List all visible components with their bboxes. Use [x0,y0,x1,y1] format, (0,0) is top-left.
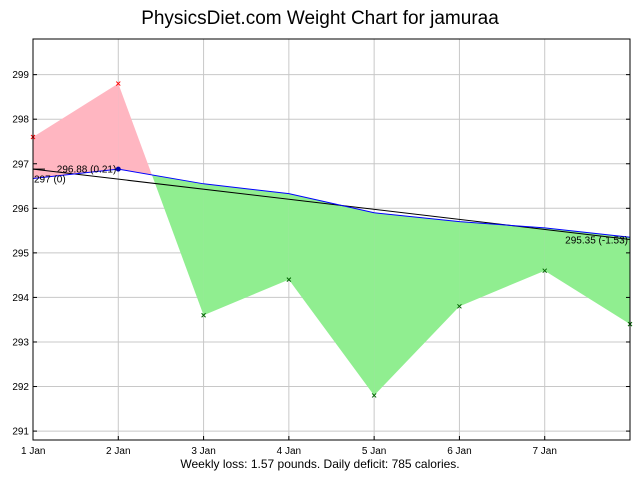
y-tick-label: 293 [12,337,29,348]
y-tick-label: 295 [12,248,29,259]
x-tick-label: 7 Jan [532,446,556,457]
weight-point-stroke [457,303,462,309]
y-tick-label: 292 [12,382,29,393]
weight-point [115,81,121,86]
value-annotation: 295.35 (-1.53) [565,235,628,246]
weight-point-stroke [201,312,206,318]
x-tick-label: 2 Jan [106,446,130,457]
weight-point-stroke [115,81,121,86]
value-annotation: 297 (0) [34,174,66,185]
x-tick-label: 1 Jan [21,446,45,457]
weight-point [286,277,292,282]
loss-area [151,174,204,316]
annotations: 296.88 (0.21)297 (0) 295.35 (-1.53) [33,165,628,246]
value-annotation: 296.88 (0.21) [57,165,117,176]
gain-area [33,83,119,179]
plot-border [32,38,631,441]
trend-line [32,168,631,238]
y-tick-label: 294 [12,293,29,304]
trend-point [115,166,121,172]
gain-loss-areas [33,83,630,396]
regression-line [32,168,631,240]
x-tick-label: 4 Jan [277,446,301,457]
loss-area [374,212,460,396]
loss-area [459,221,545,307]
trend-lines [32,166,631,240]
y-tick-label: 298 [12,115,29,126]
y-tick-label: 299 [12,70,29,81]
weight-point [542,268,548,274]
chart-footer: Weekly loss: 1.57 pounds. Daily deficit:… [180,457,460,471]
x-tick-label: 6 Jan [447,446,471,457]
weight-point-stroke [286,277,292,282]
loss-area [288,193,375,396]
plot-frame [32,38,631,441]
weight-point-stroke [371,393,377,398]
x-tick-label: 5 Jan [362,446,386,457]
y-tick-label: 291 [12,427,29,438]
y-tick-label: 296 [12,204,29,215]
x-tick-label: 3 Jan [191,446,215,457]
weight-point-stroke [542,268,548,274]
gain-area [118,83,152,175]
weight-point [371,393,377,398]
chart-title: PhysicsDiet.com Weight Chart for jamuraa [141,8,499,29]
axis-ticks: 291 292 293 294 295 296 297 298 299 1 Jan 2 Jan 3 J… [12,70,630,457]
weight-point [201,312,206,318]
loss-area [544,227,630,325]
weight-point [457,303,462,309]
loss-area [203,183,289,316]
y-tick-label: 297 [12,159,29,170]
